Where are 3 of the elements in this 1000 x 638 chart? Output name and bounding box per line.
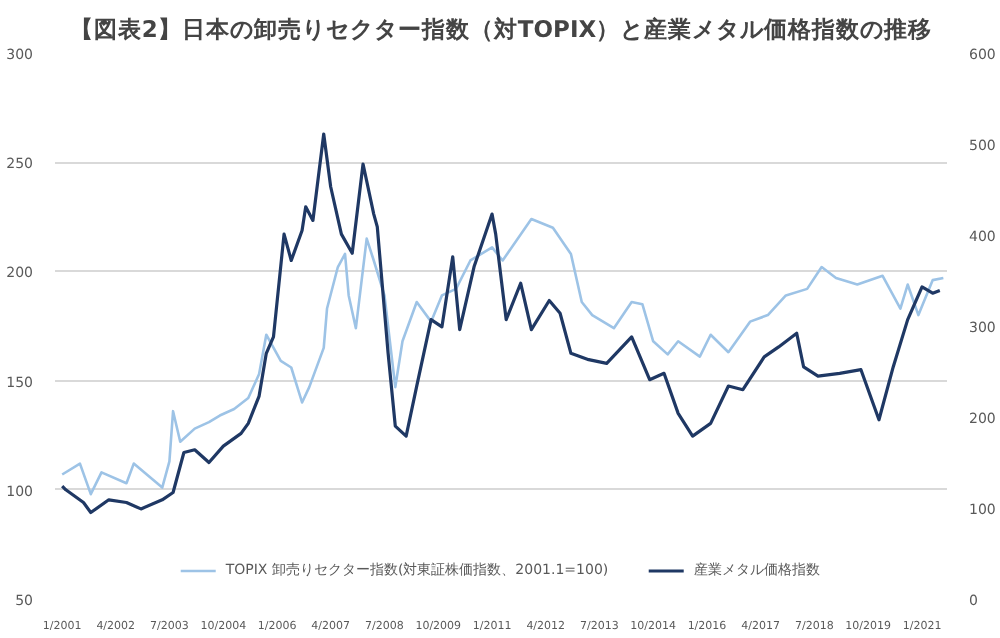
line-series [60,217,945,496]
chart-title: 【図表2】日本の卸売りセクター指数（対TOPIX）と産業メタル価格指数の推移 [69,15,933,43]
line-series [60,132,942,515]
